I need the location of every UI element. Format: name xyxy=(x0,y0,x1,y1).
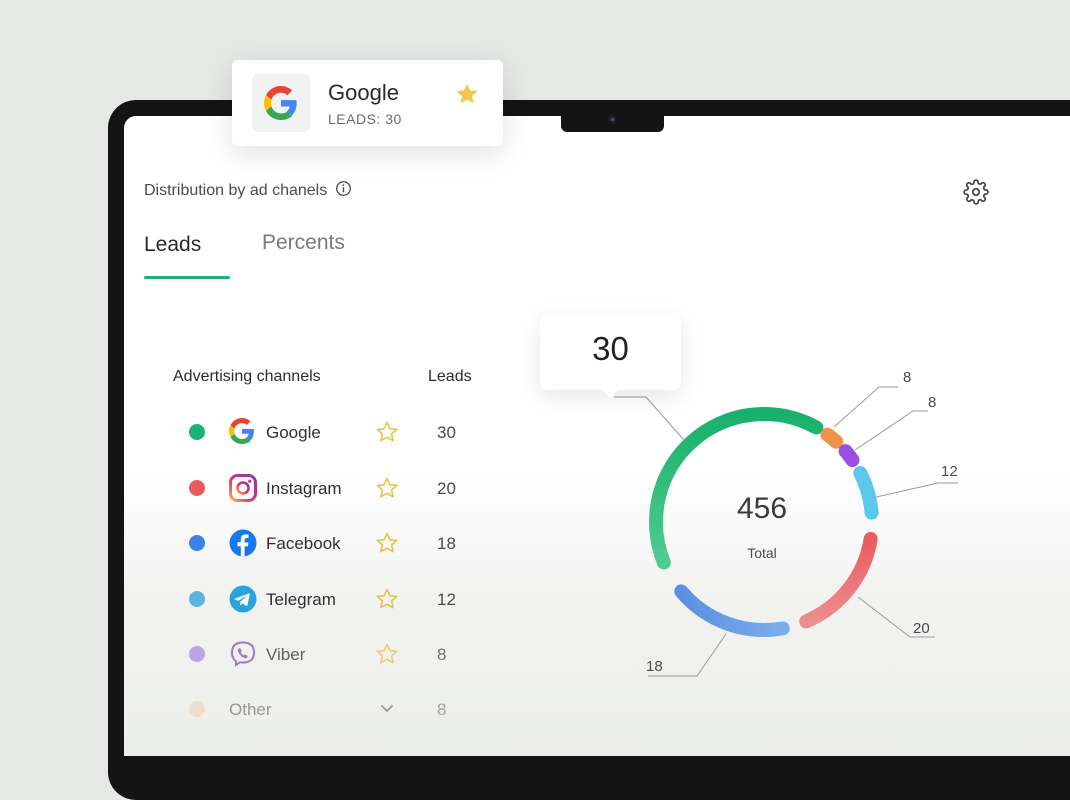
google-logo-icon xyxy=(252,74,310,132)
channel-name: Telegram xyxy=(266,590,336,609)
table-row[interactable]: Facebook 18 xyxy=(0,528,520,558)
donut-segment-facebook[interactable] xyxy=(674,584,790,637)
donut-segment-other[interactable] xyxy=(820,427,844,449)
popup-title: Google xyxy=(328,80,399,105)
widget-title: Distribution by ad chanels xyxy=(144,180,352,202)
color-dot xyxy=(189,424,205,440)
star-outline-icon[interactable] xyxy=(375,642,399,671)
column-header-channels: Advertising channels xyxy=(173,368,321,385)
screen xyxy=(124,116,1070,756)
tab-leads[interactable]: Leads xyxy=(144,233,202,256)
leads-value: 18 xyxy=(437,534,456,553)
leads-value: 20 xyxy=(437,479,456,498)
popup-leads-count: LEADS: 30 xyxy=(328,111,402,127)
google-logo-icon xyxy=(229,418,257,446)
color-dot xyxy=(189,646,205,662)
channel-name: Other xyxy=(229,700,272,719)
viber-logo-icon xyxy=(229,640,257,668)
donut-segment-telegram[interactable] xyxy=(853,465,879,520)
channel-popup-card[interactable]: Google LEADS: 30 xyxy=(232,60,503,146)
leader-line xyxy=(854,410,928,451)
leads-value: 8 xyxy=(437,700,447,719)
table-row[interactable]: Viber 8 xyxy=(0,639,520,669)
table-row[interactable]: Other 8 xyxy=(0,694,520,724)
leader-line xyxy=(871,482,958,499)
donut-chart: 88 12 20 18 xyxy=(614,369,958,677)
column-header-leads: Leads xyxy=(428,368,472,385)
channel-name: Instagram xyxy=(266,479,342,498)
data-label-facebook: 18 xyxy=(646,658,663,675)
donut-segment-instagram[interactable] xyxy=(799,531,878,629)
leads-value: 12 xyxy=(437,590,456,609)
star-outline-icon[interactable] xyxy=(375,587,399,616)
donut-segment-google[interactable] xyxy=(649,407,824,570)
star-outline-icon[interactable] xyxy=(375,531,399,560)
data-label-instagram: 20 xyxy=(913,620,930,637)
star-outline-icon[interactable] xyxy=(375,420,399,449)
star-filled-icon[interactable] xyxy=(454,81,480,112)
donut-segment-viber[interactable] xyxy=(838,444,860,468)
color-dot xyxy=(189,535,205,551)
camera-icon xyxy=(608,115,617,124)
tooltip-value: 30 xyxy=(592,330,629,367)
chevron-down-icon[interactable] xyxy=(377,698,397,723)
table-row[interactable]: Telegram 12 xyxy=(0,584,520,614)
telegram-logo-icon xyxy=(229,585,257,613)
info-icon[interactable] xyxy=(335,180,352,202)
tooltip-leader-line xyxy=(614,396,685,441)
channel-name: Viber xyxy=(266,645,306,664)
table-row[interactable]: Google 30 xyxy=(0,417,520,447)
facebook-logo-icon xyxy=(229,529,257,557)
color-dot xyxy=(189,480,205,496)
leads-value: 30 xyxy=(437,423,456,442)
instagram-logo-icon xyxy=(229,474,257,502)
channel-name: Facebook xyxy=(266,534,341,553)
leads-value: 8 xyxy=(437,645,447,664)
gear-icon[interactable] xyxy=(963,179,989,210)
leader-line xyxy=(648,633,727,677)
data-label-viber: 8 xyxy=(928,394,936,411)
channel-name: Google xyxy=(266,423,321,442)
color-dot xyxy=(189,701,205,717)
active-tab-indicator xyxy=(144,276,230,279)
widget-title-text: Distribution by ad chanels xyxy=(144,182,328,199)
leader-line xyxy=(833,386,898,428)
leader-line xyxy=(857,596,935,638)
color-dot xyxy=(189,591,205,607)
chart-total-label: Total xyxy=(747,545,777,561)
tab-percents[interactable]: Percents xyxy=(262,231,345,254)
table-row[interactable]: Instagram 20 xyxy=(0,473,520,503)
chart-total-value: 456 xyxy=(736,492,788,525)
chart-tooltip: 30 xyxy=(540,314,681,398)
data-label-telegram: 12 xyxy=(941,463,958,480)
star-outline-icon[interactable] xyxy=(375,476,399,505)
data-label-other: 8 xyxy=(903,369,911,386)
